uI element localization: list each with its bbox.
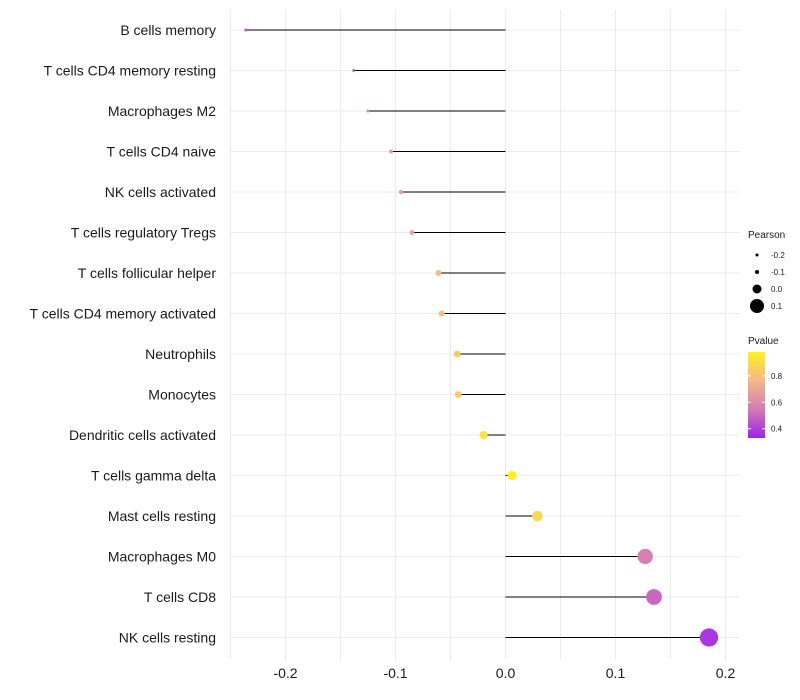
size-legend-key (750, 299, 764, 313)
category-label: T cells CD4 memory activated (30, 306, 216, 322)
x-tick-label: -0.1 (383, 665, 407, 681)
lollipop-point (244, 28, 248, 32)
lollipop-point (453, 350, 461, 358)
category-label: T cells follicular helper (78, 265, 217, 281)
lollipop-point (454, 391, 462, 398)
lollipop-point (435, 270, 442, 276)
category-label: T cells regulatory Tregs (71, 225, 216, 241)
lollipop-point (532, 510, 543, 522)
category-labels: B cells memory T cells CD4 memory resting… (30, 22, 217, 646)
size-legend-key (755, 270, 759, 274)
category-label: T cells CD4 memory resting (44, 63, 216, 79)
category-label: T cells CD4 naive (107, 144, 217, 160)
size-legend-key (752, 284, 762, 294)
lollipop-point (646, 589, 662, 605)
size-legend-label: -0.2 (771, 251, 785, 260)
lollipop-point (637, 548, 653, 565)
x-tick-label: 0.2 (716, 665, 736, 681)
category-label: Monocytes (148, 387, 216, 403)
lollipop-point (366, 109, 370, 113)
category-label: Neutrophils (145, 346, 216, 362)
category-label: NK cells resting (119, 630, 216, 646)
pvalue-colorbar (748, 352, 765, 438)
category-label: T cells CD8 (144, 589, 216, 605)
category-label: Dendritic cells activated (69, 427, 216, 443)
lollipop-point (389, 149, 393, 154)
category-label: Macrophages M2 (108, 103, 216, 119)
x-tick-label: -0.2 (273, 665, 297, 681)
lollipop-point (398, 189, 404, 195)
lollipop-point (479, 431, 488, 439)
color-legend-label: 0.8 (771, 372, 783, 381)
color-legend-title: Pvalue (748, 336, 779, 347)
x-axis-tick-labels: -0.2 -0.1 0.0 0.1 0.2 (273, 665, 735, 681)
lollipop-point (352, 69, 356, 72)
category-label: B cells memory (120, 22, 216, 38)
category-label: NK cells activated (105, 184, 216, 200)
points (244, 28, 719, 647)
grid (230, 10, 740, 660)
lollipop-point (409, 230, 415, 235)
size-legend-label: -0.1 (771, 268, 785, 277)
x-tick-label: 0.0 (496, 665, 516, 681)
size-legend-key (755, 253, 759, 257)
size-legend-label: 0.1 (771, 302, 783, 311)
lollipop-point (699, 628, 719, 647)
size-legend-label: 0.0 (771, 285, 783, 294)
x-tick-label: 0.1 (606, 665, 626, 681)
category-label: Macrophages M0 (108, 549, 216, 565)
lollipop-point (438, 310, 445, 317)
color-legend-label: 0.6 (771, 398, 783, 407)
color-legend-label: 0.4 (771, 425, 783, 434)
segments (245, 29, 709, 638)
size-legend-title: Pearson (748, 230, 785, 241)
category-label: Mast cells resting (108, 508, 216, 524)
legend: Pearson -0.2 -0.1 0.0 0.1 Pvalue 0.4 0.6 0.8 (748, 230, 785, 438)
category-label: T cells gamma delta (91, 468, 216, 484)
lollipop-point (507, 470, 517, 481)
